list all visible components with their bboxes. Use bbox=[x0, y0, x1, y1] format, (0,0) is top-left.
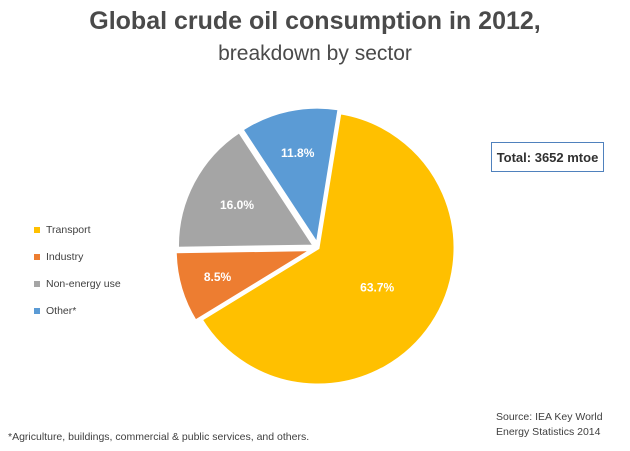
footnote: *Agriculture, buildings, commercial & pu… bbox=[8, 431, 310, 443]
data-label-industry: 8.5% bbox=[204, 270, 232, 284]
chart-subtitle: breakdown by sector bbox=[218, 42, 412, 65]
source-note: Source: IEA Key World Energy Statistics … bbox=[496, 410, 626, 440]
source-line: Source: IEA Key World bbox=[496, 411, 603, 423]
legend-label: Other* bbox=[46, 304, 77, 317]
pie-slice-industry bbox=[173, 248, 318, 324]
data-label-transport: 63.7% bbox=[360, 281, 394, 295]
legend-item-industry: Industry bbox=[34, 243, 184, 270]
total-badge: Total: 3652 mtoe bbox=[491, 142, 604, 172]
pie-slice-non-energy-use bbox=[175, 129, 318, 250]
legend-item-non-energy-use: Non-energy use bbox=[34, 270, 184, 297]
legend-item-transport: Transport bbox=[34, 216, 184, 243]
legend-swatch bbox=[34, 253, 40, 260]
chart-title: Global crude oil consumption in 2012, bbox=[89, 7, 541, 35]
legend-label: Transport bbox=[46, 223, 91, 236]
legend-swatch bbox=[34, 280, 40, 287]
data-label-other: 11.8% bbox=[281, 146, 315, 160]
legend-item-other: Other* bbox=[34, 297, 184, 324]
legend: Transport Industry Non-energy use Other* bbox=[34, 216, 184, 324]
legend-label: Non-energy use bbox=[46, 277, 121, 290]
source-line: Energy Statistics 2014 bbox=[496, 426, 601, 438]
legend-label: Industry bbox=[46, 250, 84, 263]
pie-slice-other bbox=[239, 105, 341, 249]
legend-swatch bbox=[34, 307, 40, 314]
pie-slice-transport bbox=[199, 111, 457, 387]
legend-swatch bbox=[34, 226, 40, 233]
data-label-non-energy-use: 16.0% bbox=[220, 198, 254, 212]
